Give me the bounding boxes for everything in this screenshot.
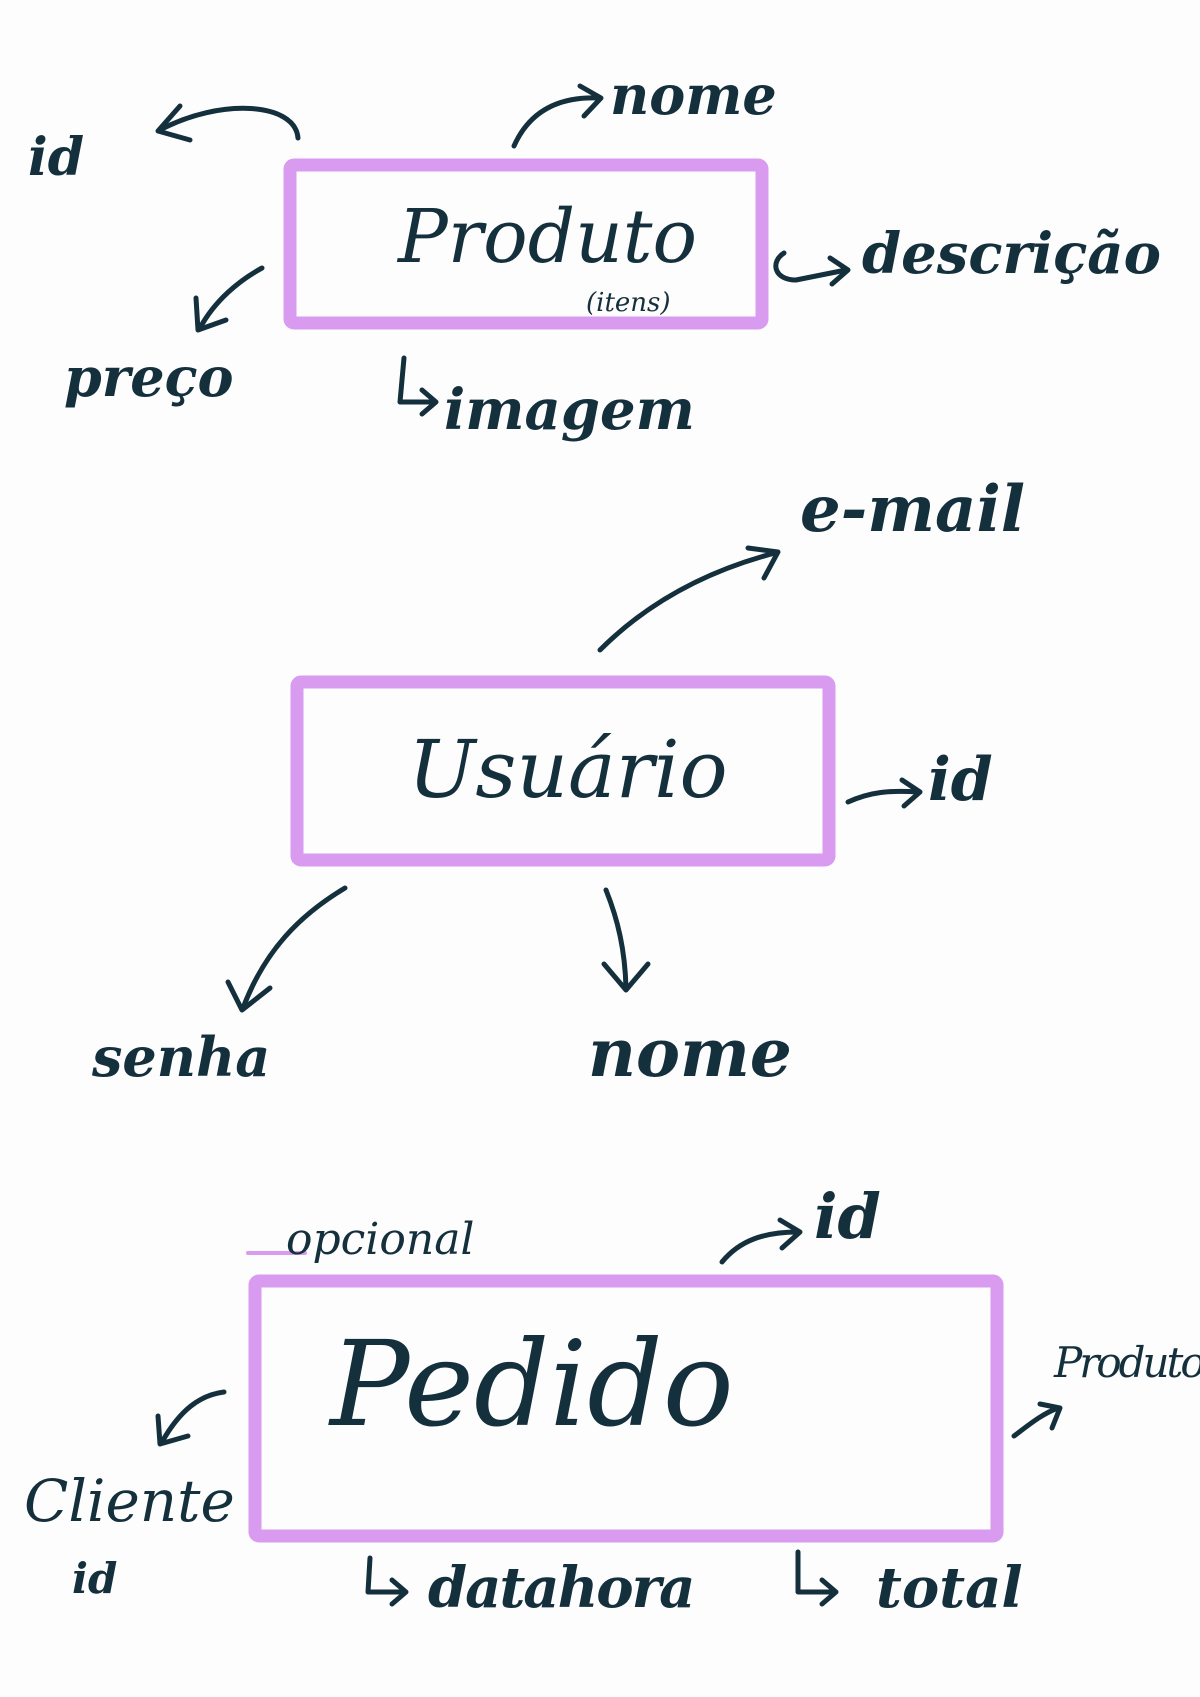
pedido-produtos-arrow: [1011, 1401, 1063, 1439]
produto-descricao-arrow: [773, 250, 851, 287]
produto-attr-imagem: imagem: [444, 377, 695, 443]
produto-attr-nome: nome: [610, 63, 777, 127]
produto-entity-box: [283, 158, 769, 330]
produto-entity-subtitle: (itens): [586, 288, 671, 318]
pedido-id-arrow: [719, 1217, 803, 1265]
usuario-senha-arrow: [225, 885, 348, 1013]
produto-preco-arrow: [193, 265, 265, 333]
pedido-attr-cliente: Cliente: [24, 1467, 235, 1535]
usuario-entity-box: [290, 675, 836, 867]
produto-attr-preco: preço: [64, 345, 234, 409]
produto-id-arrow: [155, 103, 301, 143]
pedido-entity-box: [248, 1274, 1004, 1543]
produto-imagem-arrow: [397, 355, 439, 417]
produto-attr-id: id: [28, 127, 85, 188]
pedido-attr-produtos: Produtos: [1054, 1338, 1200, 1387]
pedido-attr-cliente-id: id: [72, 1554, 118, 1603]
produto-entity-title: Produto: [398, 194, 698, 280]
pedido-attr-id: id: [814, 1180, 881, 1253]
pedido-datahora-arrow: [365, 1555, 409, 1607]
usuario-attr-id: id: [928, 745, 993, 815]
usuario-nome-arrow: [601, 887, 651, 993]
usuario-attr-senha: senha: [92, 1025, 271, 1089]
pedido-total-arrow: [795, 1549, 839, 1607]
pedido-entity-title: Pedido: [330, 1315, 734, 1453]
pedido-cliente-arrow: [155, 1389, 227, 1447]
produto-nome-arrow: [511, 83, 604, 149]
pedido-attr-total: total: [876, 1555, 1023, 1621]
usuario-attr-nome: nome: [588, 1014, 792, 1092]
usuario-id-arrow: [845, 777, 923, 809]
usuario-attr-email: e-mail: [800, 472, 1026, 547]
produto-attr-descricao: descrição: [862, 221, 1161, 287]
usuario-email-arrow: [597, 545, 781, 653]
usuario-entity-title: Usuário: [408, 723, 728, 816]
pedido-attr-datahora: datahora: [428, 1555, 695, 1621]
pedido-entity-note: opcional: [286, 1214, 475, 1265]
